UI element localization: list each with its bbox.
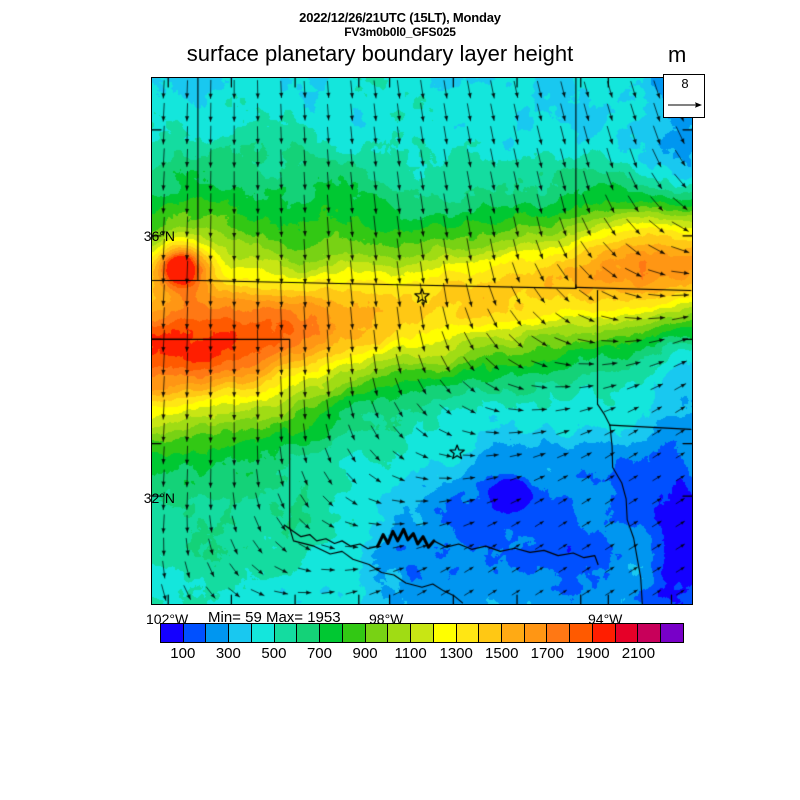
colorbar-swatch: [456, 624, 480, 642]
colorbar-swatch: [161, 624, 184, 642]
wind-vector-legend: 8: [663, 74, 705, 118]
colorbar-swatch: [615, 624, 639, 642]
colorbar-swatch: [661, 624, 683, 642]
colorbar-swatch: [502, 624, 525, 642]
colorbar-tick-label: 100: [170, 645, 196, 662]
colorbar-swatch: [547, 624, 571, 642]
colorbar-swatch: [524, 624, 548, 642]
colorbar-swatch: [479, 624, 503, 642]
colorbar-tick-label: 1900: [576, 645, 610, 662]
y-axis-tick-36n: 36°N: [143, 228, 175, 244]
colorbar-swatch: [206, 624, 230, 642]
unit-label: m: [668, 42, 687, 67]
colorbar-swatch: [229, 624, 252, 642]
colorbar-swatch: [342, 624, 366, 642]
colorbar-tick-label: 1300: [439, 645, 473, 662]
pbl-height-heatmap: [152, 78, 692, 604]
colorbar-tick-labels: 100 300 500 700 900 1100 1300 1500 1700 1900 2100: [160, 645, 684, 663]
colorbar-swatch: [433, 624, 457, 642]
colorbar-swatch: [274, 624, 298, 642]
wind-vector-legend-value: 8: [681, 76, 689, 91]
y-axis-tick-32n: 32°N: [143, 490, 175, 506]
colorbar-swatch: [592, 624, 616, 642]
colorbar-tick-label: 300: [215, 645, 241, 662]
colorbar-swatch: [183, 624, 207, 642]
minmax-annotation: Min= 59 Max= 1953: [208, 609, 341, 626]
colorbar-swatch: [297, 624, 321, 642]
model-title: FV3m0b0l0_GFS025: [344, 25, 456, 39]
page-title: surface planetary boundary layer height: [186, 41, 574, 66]
colorbar-tick-label: 1700: [530, 645, 564, 662]
colorbar-tick-label: 1500: [485, 645, 519, 662]
colorbar-swatch: [388, 624, 412, 642]
colorbar-swatch: [638, 624, 662, 642]
colorbar-tick-label: 900: [352, 645, 378, 662]
arrow-right-icon: [668, 102, 702, 108]
datetime-title: 2022/12/26/21UTC (15LT), Monday: [299, 10, 501, 25]
colorbar-swatch: [570, 624, 593, 642]
colorbar-tick-label: 2100: [621, 645, 656, 662]
colorbar-swatch: [411, 624, 434, 642]
colorbar[interactable]: [160, 623, 684, 643]
map-plot-area[interactable]: [151, 77, 693, 605]
colorbar-swatch: [365, 624, 389, 642]
title-block: 2022/12/26/21UTC (15LT), Monday FV3m0b0l…: [0, 10, 800, 39]
colorbar-swatch: [320, 624, 343, 642]
colorbar-tick-label: 1100: [394, 645, 427, 662]
colorbar-tick-label: 700: [306, 645, 332, 662]
colorbar-tick-label: 500: [261, 645, 287, 662]
colorbar-swatch: [251, 624, 275, 642]
